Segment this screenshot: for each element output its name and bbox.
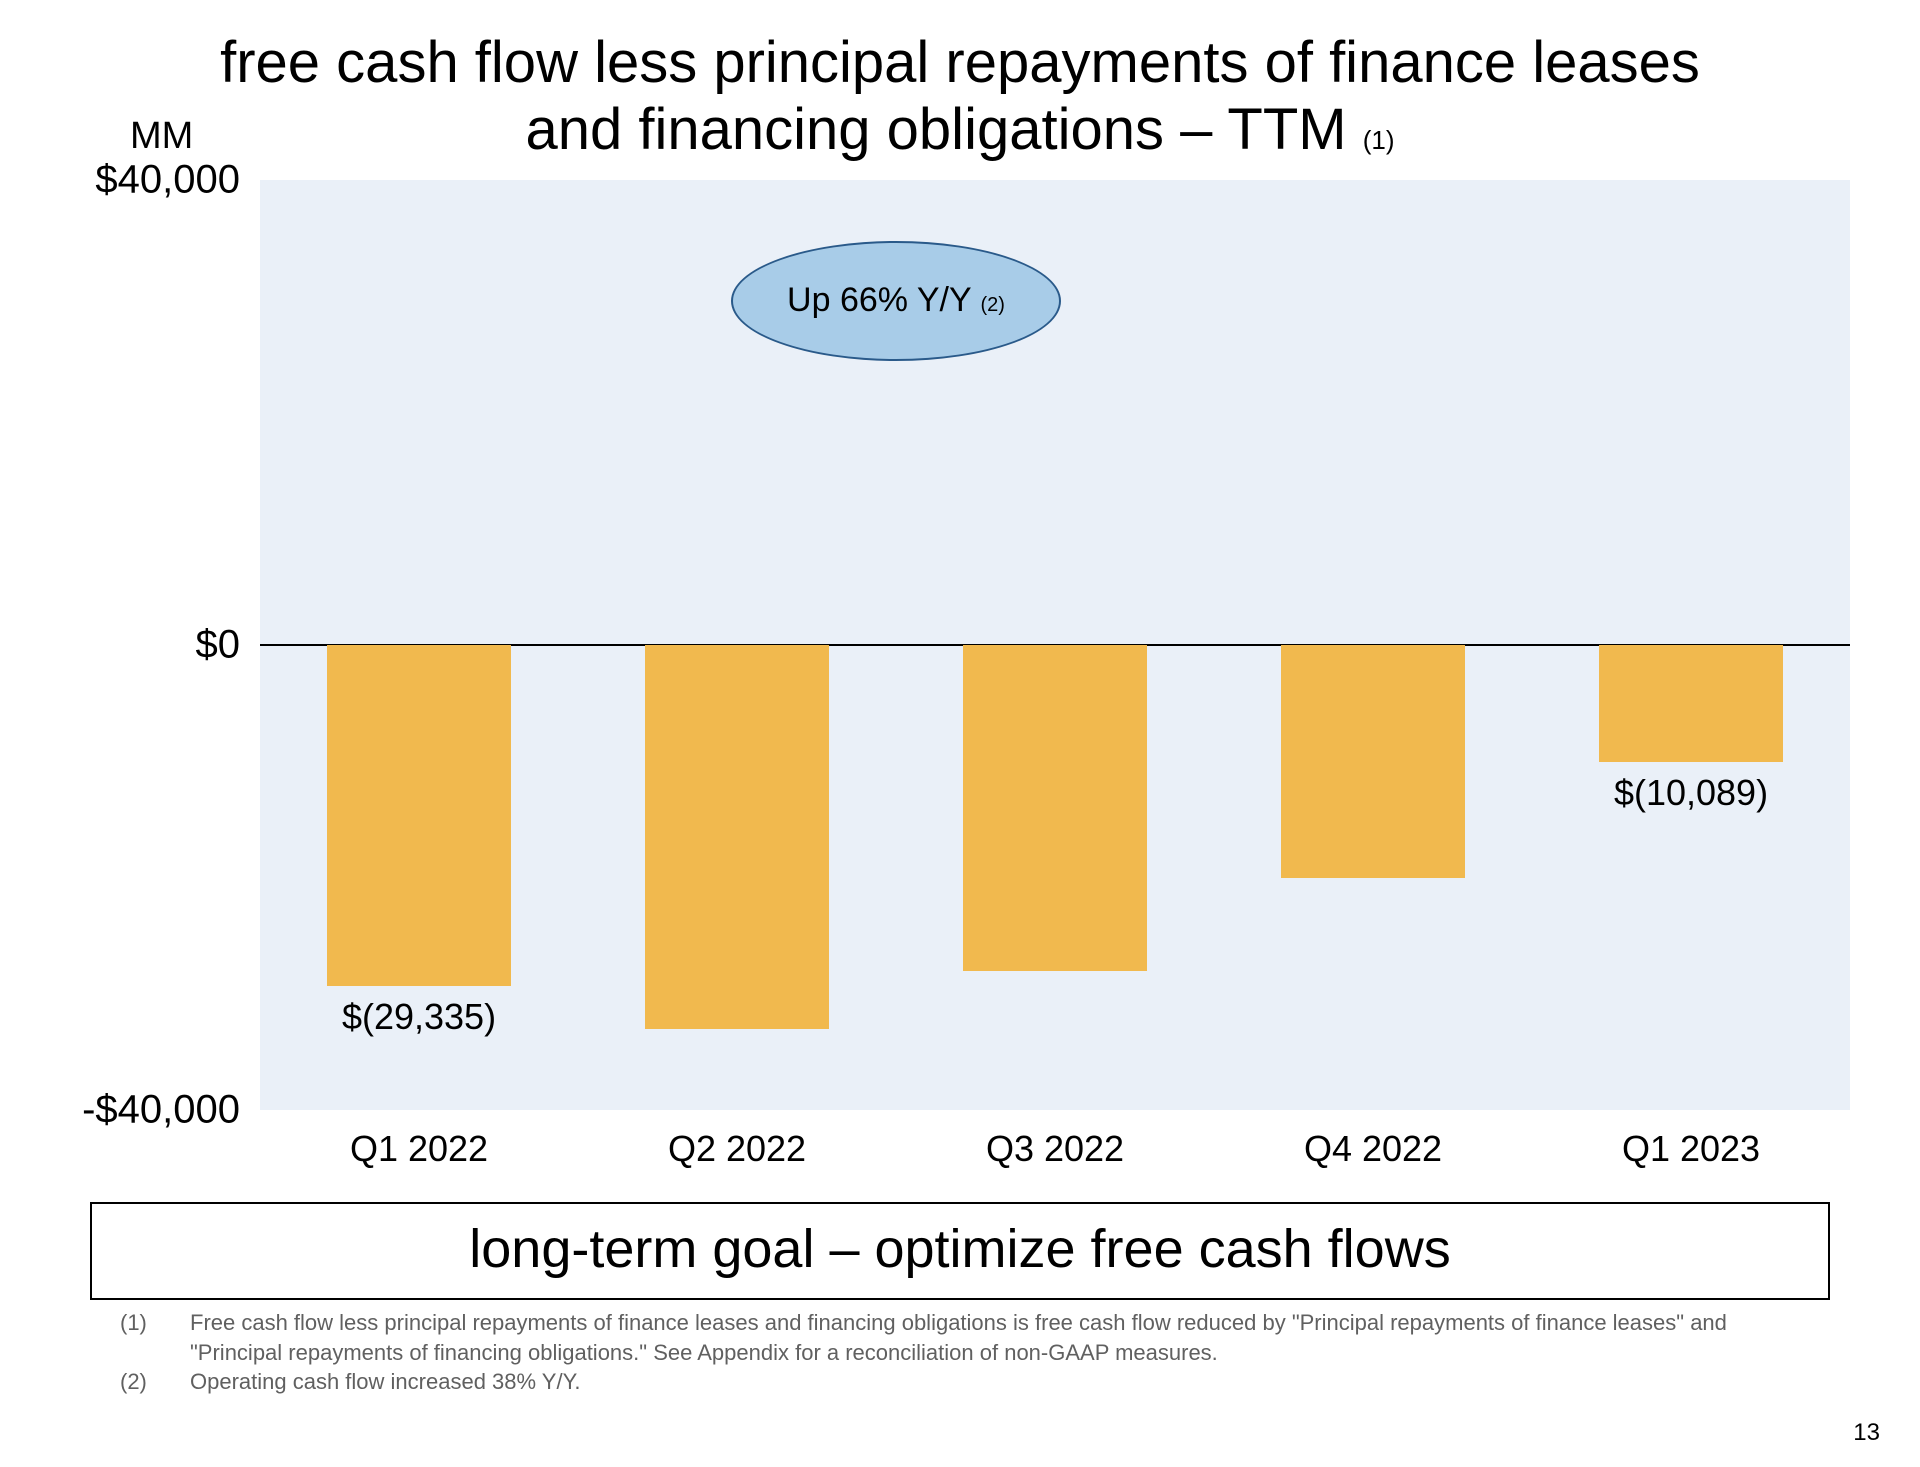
x-tick-label: Q1 2022	[350, 1128, 488, 1170]
footnote-number: (1)	[120, 1308, 190, 1367]
title-line1: free cash flow less principal repayments…	[220, 30, 1700, 95]
goal-text: long-term goal – optimize free cash flow…	[469, 1219, 1450, 1279]
x-tick-label: Q4 2022	[1304, 1128, 1442, 1170]
footnotes: (1)Free cash flow less principal repayme…	[120, 1308, 1800, 1397]
bar	[645, 645, 829, 1029]
x-tick-label: Q2 2022	[668, 1128, 806, 1170]
title-line2: and financing obligations – TTM	[526, 97, 1347, 162]
footnote-number: (2)	[120, 1367, 190, 1397]
y-tick-label: $40,000	[40, 158, 240, 203]
bar	[327, 645, 511, 986]
chart-area: $40,000$0-$40,000$(29,335)Q1 2022Q2 2022…	[260, 180, 1850, 1110]
callout-bubble: Up 66% Y/Y (2)	[731, 241, 1061, 361]
chart-title: free cash flow less principal repayments…	[0, 30, 1920, 163]
bar-value-label: $(29,335)	[342, 996, 496, 1038]
bar	[1599, 645, 1783, 762]
y-tick-label: -$40,000	[40, 1088, 240, 1133]
title-footmark: (1)	[1363, 125, 1395, 155]
footnote-row: (2)Operating cash flow increased 38% Y/Y…	[120, 1367, 1800, 1397]
footnote-text: Free cash flow less principal repayments…	[190, 1308, 1800, 1367]
footnote-text: Operating cash flow increased 38% Y/Y.	[190, 1367, 1800, 1397]
x-tick-label: Q1 2023	[1622, 1128, 1760, 1170]
bar	[1281, 645, 1465, 878]
callout-text: Up 66% Y/Y (2)	[787, 281, 1005, 320]
goal-box: long-term goal – optimize free cash flow…	[90, 1202, 1830, 1300]
bar-value-label: $(10,089)	[1614, 772, 1768, 814]
y-tick-label: $0	[40, 623, 240, 668]
footnote-row: (1)Free cash flow less principal repayme…	[120, 1308, 1800, 1367]
axis-unit-label: MM	[130, 115, 193, 158]
x-tick-label: Q3 2022	[986, 1128, 1124, 1170]
bar	[963, 645, 1147, 971]
callout-footmark: (2)	[980, 294, 1004, 316]
page-number: 13	[1853, 1419, 1880, 1447]
